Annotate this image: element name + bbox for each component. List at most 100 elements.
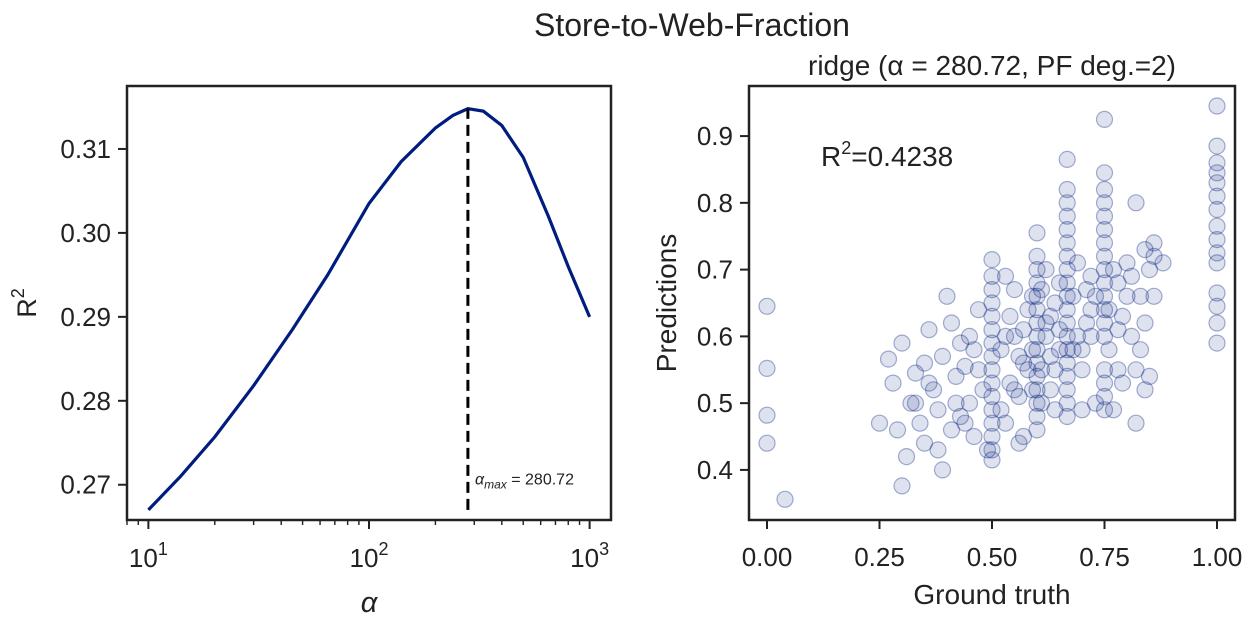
scatter-point [1145, 247, 1163, 265]
scatter-point [1073, 361, 1091, 379]
scatter-point [1046, 361, 1064, 379]
scatter-point [983, 361, 1001, 379]
scatter-point [1028, 224, 1046, 242]
scatter-point [1208, 254, 1226, 272]
scatter-point [1086, 394, 1105, 412]
scatter-point [1140, 261, 1159, 279]
scatter-point [1041, 381, 1060, 399]
scatter-point [1136, 381, 1154, 399]
scatter-point [1095, 374, 1114, 392]
scatter-point [1028, 341, 1046, 359]
scatter-point [1208, 314, 1226, 332]
scatter-point [1028, 367, 1046, 385]
scatter-point [902, 394, 920, 412]
x-tick-label: 0.00 [742, 542, 793, 572]
scatter-point [906, 394, 925, 412]
scatter-point [1058, 221, 1076, 239]
scatter-point [996, 414, 1015, 432]
scatter-point [915, 354, 934, 372]
scatter-point [1095, 287, 1114, 305]
scatter-point [1109, 321, 1127, 339]
scatter-point [1050, 341, 1069, 359]
scatter-point [1208, 137, 1226, 155]
x-tick-label: 0.75 [1079, 542, 1130, 572]
left-y-axis-label: R2 [8, 288, 42, 318]
left-x-axis-label: α [361, 587, 379, 619]
scatter-point [1028, 287, 1046, 305]
scatter-point [1095, 261, 1114, 279]
scatter-point [1050, 274, 1069, 292]
scatter-point [1154, 254, 1172, 272]
annotation-symbol: α [475, 472, 485, 489]
scatter-point [758, 434, 776, 452]
scatter-point [960, 327, 979, 345]
scatter-point [924, 381, 943, 399]
scatter-point [1113, 307, 1132, 325]
y-tick-label: 0.31 [60, 134, 111, 164]
scatter-point [1073, 401, 1091, 419]
scatter-point [1208, 231, 1226, 249]
left-plot-frame [125, 84, 613, 522]
scatter-point [1058, 261, 1076, 279]
scatter-point [1109, 274, 1127, 292]
ylabel-superscript: 2 [8, 288, 28, 298]
scatter-point [1058, 180, 1076, 199]
scatter-point [983, 347, 1001, 365]
scatter-point [960, 394, 979, 412]
scatter-point [983, 251, 1001, 269]
scatter-point [911, 414, 929, 432]
scatter-point [1058, 314, 1076, 332]
scatter-point [879, 350, 898, 368]
scatter-point [1140, 367, 1159, 385]
scatter-point [1208, 284, 1226, 302]
scatter-point [1127, 194, 1145, 212]
figure-title: Store-to-Web-Fraction [534, 7, 850, 43]
scatter-point [1100, 341, 1118, 359]
right-x-axis-label: Ground truth [913, 579, 1070, 610]
scatter-point [1118, 254, 1136, 272]
y-tick-label: 0.9 [697, 121, 733, 151]
scatter-point [870, 414, 889, 432]
scatter-point [1095, 234, 1114, 252]
scatter-point [1005, 281, 1024, 299]
scatter-point [776, 490, 794, 508]
scatter-point [983, 414, 1001, 432]
scatter-point [884, 374, 902, 392]
scatter-point [1118, 287, 1136, 305]
y-tick-label: 0.27 [60, 470, 111, 500]
scatter-point [965, 427, 983, 446]
scatter-point [1028, 421, 1046, 439]
scatter-point [983, 451, 1001, 469]
scatter-point [920, 321, 938, 339]
scatter-point [947, 367, 965, 385]
scatter-point [983, 401, 1001, 419]
scatter-point [1145, 287, 1163, 305]
scatter-point [1095, 221, 1114, 239]
scatter-point [1028, 314, 1046, 332]
scatter-point [1058, 287, 1076, 305]
scatter-point [1058, 274, 1076, 292]
scatter-point [906, 364, 925, 382]
scatter-point [947, 394, 965, 412]
scatter-point [1058, 407, 1076, 426]
scatter-point [1095, 314, 1114, 332]
scatter-point [956, 357, 974, 375]
scatter-point [1100, 301, 1118, 319]
scatter-point [1058, 394, 1076, 412]
scatter-point [1014, 427, 1033, 446]
scatter-point [1131, 341, 1150, 359]
y-tick-label: 0.5 [697, 388, 733, 418]
scatter-point [1023, 287, 1042, 305]
scatter-point [897, 448, 916, 466]
scatter-point [1145, 234, 1163, 252]
scatter-point [1086, 287, 1105, 305]
scatter-point [1095, 361, 1114, 379]
scatter-point [1073, 341, 1091, 359]
scatter-point [1028, 327, 1046, 345]
scatter-point [1208, 164, 1226, 182]
scatter-point [1014, 321, 1033, 339]
right-y-axis-label: Predictions [651, 234, 682, 373]
scatter-point [1019, 301, 1037, 319]
scatter-point [1041, 307, 1060, 325]
scatter-point [1058, 354, 1076, 372]
